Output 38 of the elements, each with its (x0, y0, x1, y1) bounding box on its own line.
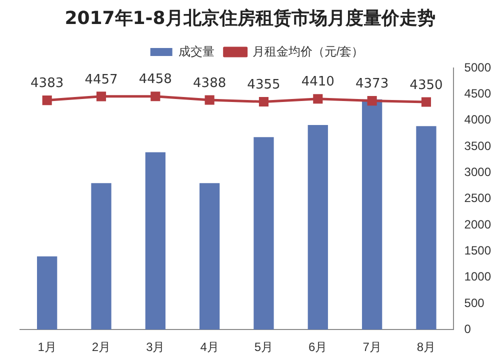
data-label: 4355 (247, 78, 280, 93)
y2-tick-label: 3500 (464, 138, 492, 153)
y2-tick-label: 4000 (464, 112, 492, 127)
bar (308, 125, 328, 330)
y2-tick-label: 500 (464, 296, 485, 310)
x-tick-label: 8月 (416, 340, 436, 354)
bar (145, 152, 166, 330)
y2-tick-label: 3000 (464, 164, 492, 179)
y2-tick-label: 5000 (464, 60, 492, 74)
legend-label: 成交量 (178, 44, 214, 58)
bar (362, 99, 382, 330)
legend-label: 月租金均价（元/套） (252, 44, 364, 58)
data-label: 4457 (84, 72, 118, 88)
data-label: 4383 (30, 76, 64, 92)
y2-tick-label: 1500 (464, 243, 492, 258)
y2-tick-label: 2500 (464, 191, 492, 206)
data-label: 4350 (410, 78, 443, 93)
data-label: 4388 (193, 76, 226, 91)
y2-tick-label: 1000 (464, 270, 492, 284)
data-label: 4410 (301, 74, 334, 90)
chart-title: 2017年1-8月北京住房租赁市场月度量价走势 (64, 7, 436, 30)
x-tick-label: 1月 (38, 340, 56, 354)
x-tick-label: 7月 (362, 340, 382, 354)
data-label: 4458 (138, 72, 172, 88)
data-label: 4373 (356, 76, 389, 92)
bar (254, 137, 274, 330)
y2-tick-label: 4500 (464, 86, 492, 100)
bar (37, 256, 58, 330)
x-tick-label: 3月 (146, 340, 165, 354)
bar (91, 183, 112, 330)
x-tick-label: 4月 (200, 340, 219, 354)
x-tick-label: 5月 (254, 340, 274, 354)
x-tick-label: 6月 (308, 340, 328, 354)
y2-tick-label: 0 (464, 322, 472, 336)
y2-tick-label: 2000 (464, 217, 492, 232)
bar (416, 126, 436, 330)
x-tick-label: 2月 (92, 340, 111, 354)
bar (199, 183, 220, 330)
